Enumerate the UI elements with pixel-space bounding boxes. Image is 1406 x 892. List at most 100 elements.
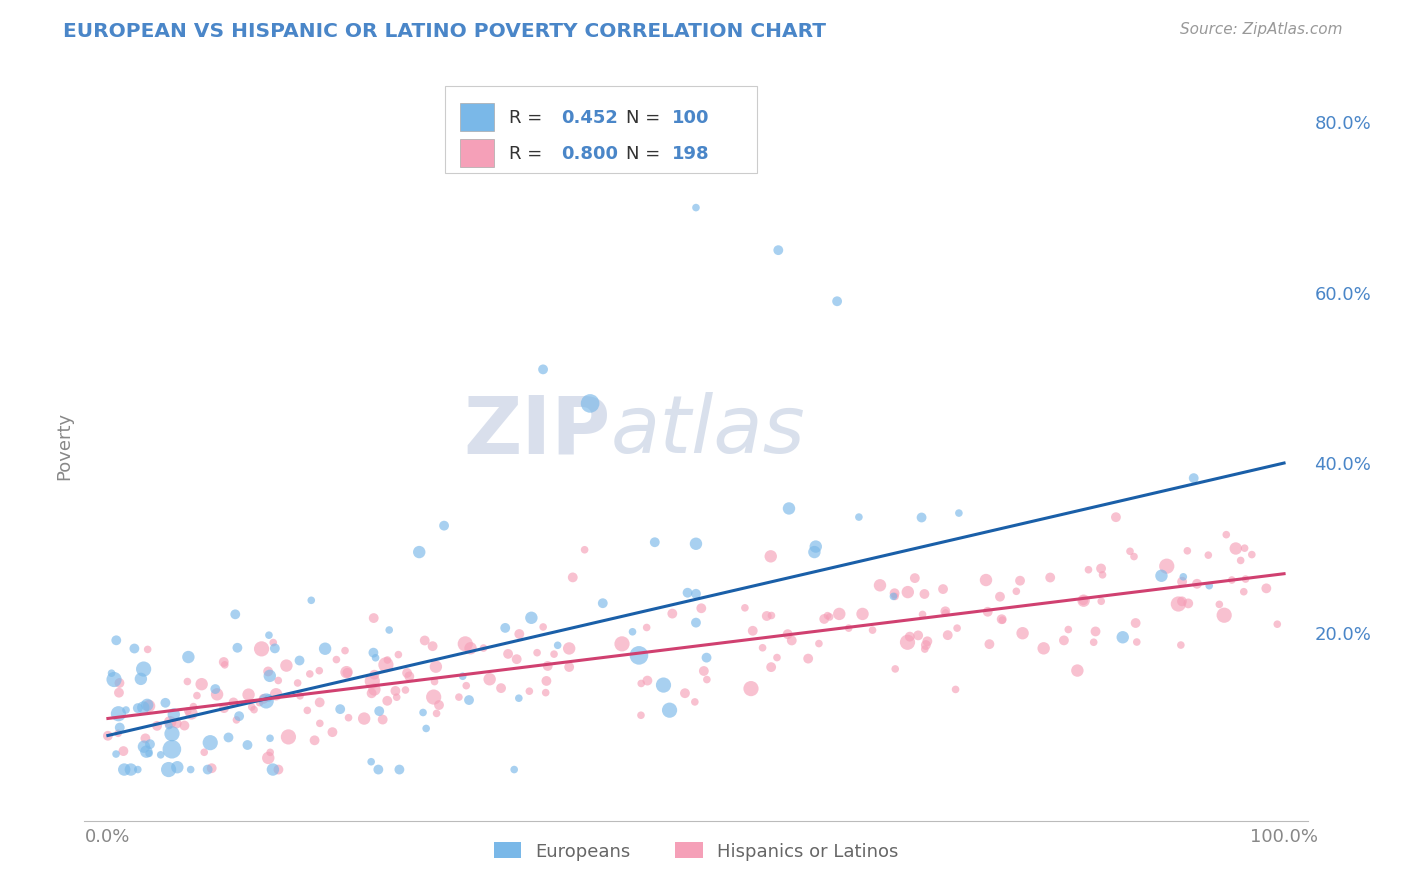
FancyBboxPatch shape: [446, 87, 758, 172]
Point: [201, 761, 224, 775]
Point: [883, 586, 905, 600]
Point: [685, 587, 707, 601]
Point: [683, 695, 706, 709]
Text: Source: ZipAtlas.com: Source: ZipAtlas.com: [1180, 22, 1343, 37]
Point: [1125, 615, 1147, 630]
Point: [768, 243, 790, 257]
Point: [412, 706, 434, 720]
Point: [904, 571, 927, 585]
Point: [254, 694, 277, 708]
Point: [212, 655, 235, 669]
Point: [1173, 570, 1195, 584]
Point: [146, 719, 169, 733]
Point: [103, 673, 125, 687]
Point: [263, 641, 285, 656]
Point: [1265, 617, 1288, 632]
Point: [579, 396, 602, 410]
Point: [1073, 593, 1095, 607]
Point: [1175, 544, 1198, 558]
Point: [259, 745, 281, 759]
Point: [368, 704, 391, 718]
Point: [934, 604, 956, 618]
Point: [1208, 598, 1230, 612]
Point: [138, 747, 160, 761]
Point: [127, 701, 149, 715]
Point: [454, 637, 477, 651]
Point: [149, 747, 172, 762]
Point: [214, 657, 236, 672]
Point: [534, 685, 557, 699]
Point: [218, 731, 240, 745]
Point: [1071, 593, 1094, 607]
Text: EUROPEAN VS HISPANIC OR LATINO POVERTY CORRELATION CHART: EUROPEAN VS HISPANIC OR LATINO POVERTY C…: [63, 22, 827, 41]
Point: [157, 763, 180, 777]
Point: [751, 640, 773, 655]
Point: [200, 736, 222, 750]
Point: [222, 695, 245, 709]
Point: [536, 673, 558, 688]
Point: [257, 628, 280, 642]
Text: atlas: atlas: [610, 392, 806, 470]
Point: [696, 650, 718, 665]
Point: [761, 608, 783, 623]
Point: [371, 713, 394, 727]
Point: [1039, 570, 1062, 584]
Point: [224, 607, 246, 622]
Point: [1198, 579, 1220, 593]
Point: [1150, 568, 1173, 582]
Point: [734, 600, 756, 615]
Text: 198: 198: [672, 145, 709, 162]
Point: [252, 691, 274, 706]
Point: [693, 664, 716, 678]
Point: [225, 713, 247, 727]
Point: [259, 669, 281, 683]
Point: [1105, 510, 1128, 524]
Point: [108, 721, 131, 735]
Point: [447, 690, 470, 705]
Point: [160, 727, 183, 741]
Point: [337, 711, 360, 725]
Point: [759, 549, 782, 564]
Point: [257, 751, 280, 765]
Point: [394, 683, 416, 698]
Point: [676, 585, 699, 599]
Point: [1011, 626, 1033, 640]
Point: [173, 718, 195, 732]
Point: [176, 674, 198, 689]
Point: [1057, 623, 1080, 637]
Point: [644, 535, 666, 549]
Point: [517, 684, 540, 698]
Point: [610, 637, 633, 651]
Point: [574, 542, 596, 557]
Point: [988, 590, 1011, 604]
Point: [177, 650, 200, 665]
Point: [1119, 544, 1142, 558]
Point: [422, 639, 444, 653]
Y-axis label: Poverty: Poverty: [55, 412, 73, 480]
Point: [212, 701, 235, 715]
Point: [547, 638, 569, 652]
Text: ZIP: ZIP: [463, 392, 610, 470]
Point: [561, 570, 583, 584]
Point: [780, 633, 803, 648]
Point: [243, 703, 266, 717]
Point: [1182, 471, 1205, 485]
Point: [1123, 549, 1146, 564]
Point: [897, 585, 920, 599]
Point: [1005, 584, 1028, 599]
Point: [898, 630, 921, 644]
Point: [1167, 597, 1189, 611]
Point: [1233, 584, 1256, 599]
Point: [250, 641, 273, 656]
Point: [115, 703, 138, 717]
Point: [367, 763, 389, 777]
Point: [408, 545, 430, 559]
Point: [249, 696, 271, 710]
Point: [862, 623, 884, 637]
Point: [558, 660, 581, 674]
Point: [1091, 567, 1114, 582]
Point: [1083, 635, 1105, 649]
Point: [1220, 573, 1243, 587]
Point: [914, 638, 936, 652]
Point: [1126, 635, 1149, 649]
